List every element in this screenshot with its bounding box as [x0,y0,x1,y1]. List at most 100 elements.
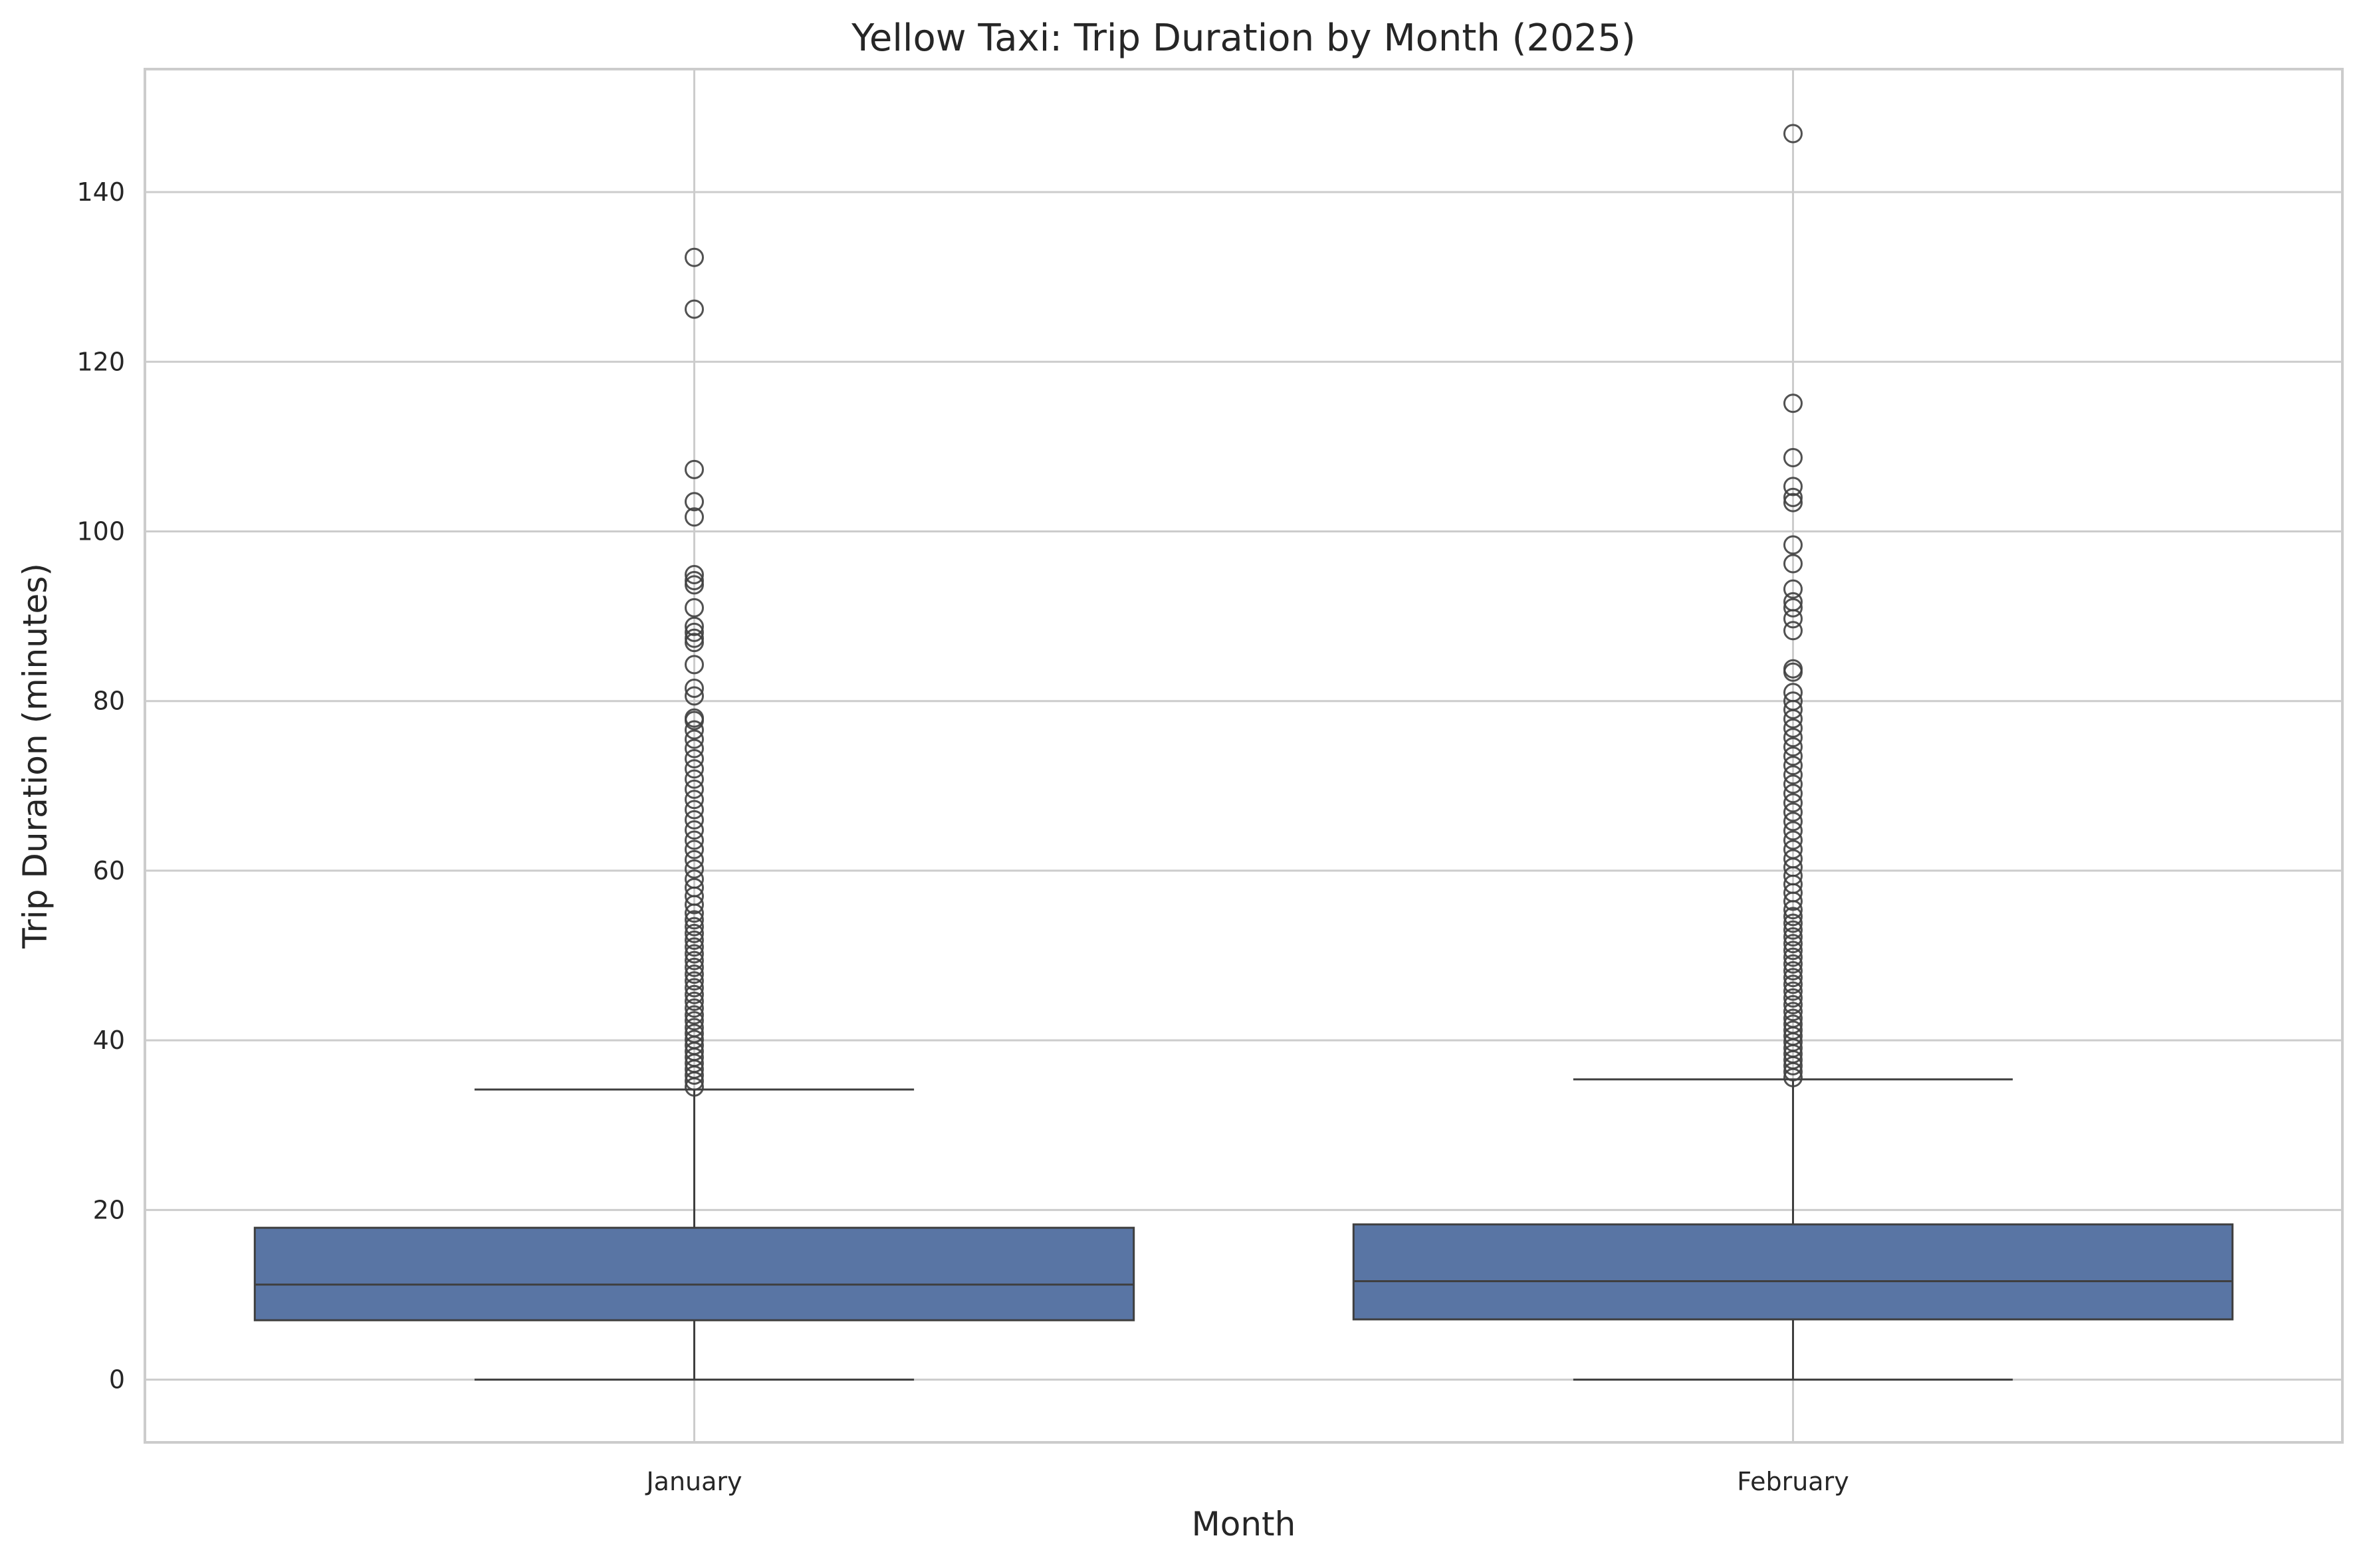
outlier-point [1783,995,1803,1015]
outlier-point [1783,774,1803,794]
outlier-point [685,507,704,527]
y-tick-label: 20 [93,1195,125,1224]
plot-area-frame [144,68,2344,1444]
outlier-point [1783,746,1803,766]
outlier-point [685,944,704,964]
box-february [1352,124,2234,1381]
outlier-point [685,998,704,1018]
outlier-point [685,917,704,937]
outlier-point [1783,968,1803,988]
outlier-point [1783,592,1803,612]
outlier-point [1783,947,1803,967]
outlier-point [685,738,704,758]
y-tick-label: 80 [93,687,125,716]
outlier-point [1783,981,1803,1001]
outlier-point [1783,683,1803,703]
outlier-point [1783,812,1803,832]
y-tick-label: 140 [76,177,125,207]
outlier-point [685,655,704,675]
outlier-point [1783,849,1803,869]
outlier-point [685,830,704,850]
outlier-point [1783,988,1803,1008]
outlier-point [1783,124,1803,144]
outlier-point [685,971,704,991]
outlier-point [685,1018,704,1038]
outlier-point [1783,487,1803,507]
outlier-point [685,877,704,897]
y-axis-label: Trip Duration (minutes) [16,563,55,949]
outlier-point [1783,1002,1803,1022]
y-tick-label: 40 [93,1026,125,1055]
outlier-point [1783,691,1803,711]
iqr-box [253,1226,1135,1321]
outlier-point [685,748,704,768]
outlier-point [685,1005,704,1025]
outlier-point [685,616,704,636]
outlier-point [685,729,704,749]
outlier-point [1783,941,1803,960]
y-tick-label: 120 [76,347,125,376]
outlier-point [1783,784,1803,804]
outlier-point [685,937,704,957]
outlier-point [1783,621,1803,641]
y-tick-label: 0 [109,1365,125,1395]
chart-title: Yellow Taxi: Trip Duration by Month (202… [851,17,1636,60]
outlier-point [685,964,704,984]
outlier-point [1783,579,1803,599]
outlier-point [685,820,704,840]
outlier-point [685,779,704,799]
outlier-point [685,565,704,585]
outlier-point [685,869,704,889]
outlier-point [1783,477,1803,497]
outlier-point [685,686,704,706]
outlier-point [685,849,704,869]
outlier-point [685,1011,704,1031]
outlier-point [1783,840,1803,859]
outlier-point [1783,737,1803,757]
outlier-point [685,459,704,479]
outlier-point [685,1024,704,1044]
outlier-point [1783,934,1803,954]
outlier-point [1783,974,1803,994]
outlier-point [1783,493,1803,512]
outlier-point [1783,719,1803,738]
outlier-point [685,790,704,810]
outlier-point [1783,1008,1803,1028]
outlier-point [1783,535,1803,555]
outlier-point [685,769,704,789]
outlier-point [1783,802,1803,822]
y-tick-labels: 0 20 40 60 80 100 120 140 [76,177,125,1395]
outlier-point [685,247,704,267]
outlier-point [1783,913,1803,933]
outlier-point [685,859,704,879]
outlier-point [685,923,704,943]
outlier-point [685,708,704,728]
outlier-point [1783,793,1803,813]
outlier-point [685,840,704,859]
outlier-point [685,622,704,642]
x-tick-label: February [1737,1467,1849,1496]
outlier-point [1783,830,1803,850]
boxes-group [253,124,2234,1381]
outlier-point [1783,598,1803,617]
x-tick-label: January [645,1467,742,1496]
outlier-point [685,570,704,590]
outlier-point [1783,960,1803,980]
outlier-point [1783,1014,1803,1034]
outlier-point [685,720,704,740]
outlier-point [685,910,704,930]
outlier-point [685,931,704,951]
outlier-point [685,978,704,998]
outlier-point [685,679,704,699]
outlier-point [685,299,704,319]
outlier-point [685,957,704,977]
outlier-point [1783,728,1803,748]
x-axis-label: Month [1192,1505,1296,1543]
box-january [253,247,1135,1381]
outlier-point [1783,920,1803,940]
outlier-point [685,492,704,512]
outlier-point [1783,907,1803,927]
